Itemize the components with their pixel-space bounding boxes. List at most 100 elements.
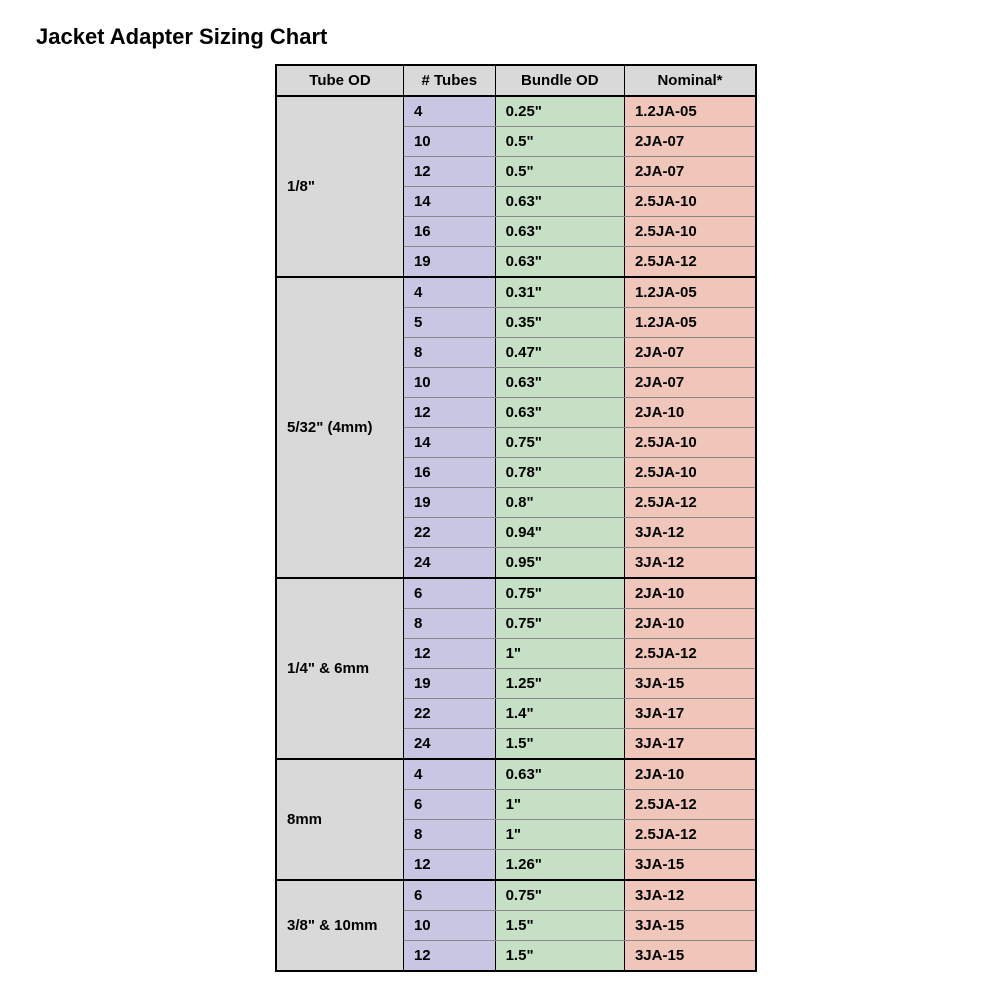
tubes-cell: 10 bbox=[403, 127, 495, 157]
nominal-cell: 2.5JA-12 bbox=[624, 639, 756, 669]
table-row: 3/8" & 10mm60.75"3JA-12 bbox=[276, 880, 756, 911]
table-row: 1/4" & 6mm60.75"2JA-10 bbox=[276, 578, 756, 609]
nominal-cell: 3JA-15 bbox=[624, 911, 756, 941]
bundle-od-cell: 0.5" bbox=[495, 127, 624, 157]
col-header-nominal: Nominal* bbox=[624, 65, 756, 96]
tubes-cell: 14 bbox=[403, 187, 495, 217]
bundle-od-cell: 0.63" bbox=[495, 398, 624, 428]
table-row: 5/32" (4mm)40.31"1.2JA-05 bbox=[276, 277, 756, 308]
nominal-cell: 2.5JA-10 bbox=[624, 458, 756, 488]
col-header-tubes: # Tubes bbox=[403, 65, 495, 96]
table-header-row: Tube OD # Tubes Bundle OD Nominal* bbox=[276, 65, 756, 96]
bundle-od-cell: 0.63" bbox=[495, 247, 624, 278]
nominal-cell: 2.5JA-10 bbox=[624, 217, 756, 247]
nominal-cell: 3JA-12 bbox=[624, 518, 756, 548]
bundle-od-cell: 0.78" bbox=[495, 458, 624, 488]
tubes-cell: 24 bbox=[403, 548, 495, 579]
bundle-od-cell: 0.8" bbox=[495, 488, 624, 518]
nominal-cell: 3JA-15 bbox=[624, 941, 756, 972]
nominal-cell: 3JA-12 bbox=[624, 548, 756, 579]
tube-od-cell: 1/8" bbox=[276, 96, 403, 277]
tubes-cell: 6 bbox=[403, 578, 495, 609]
tubes-cell: 14 bbox=[403, 428, 495, 458]
tubes-cell: 8 bbox=[403, 820, 495, 850]
sizing-table: Tube OD # Tubes Bundle OD Nominal* 1/8"4… bbox=[275, 64, 757, 972]
bundle-od-cell: 0.47" bbox=[495, 338, 624, 368]
col-header-bundle-od: Bundle OD bbox=[495, 65, 624, 96]
bundle-od-cell: 1" bbox=[495, 639, 624, 669]
nominal-cell: 3JA-15 bbox=[624, 669, 756, 699]
nominal-cell: 1.2JA-05 bbox=[624, 96, 756, 127]
tubes-cell: 19 bbox=[403, 488, 495, 518]
tube-od-cell: 8mm bbox=[276, 759, 403, 880]
tubes-cell: 12 bbox=[403, 941, 495, 972]
bundle-od-cell: 0.5" bbox=[495, 157, 624, 187]
table-row: 1/8"40.25"1.2JA-05 bbox=[276, 96, 756, 127]
bundle-od-cell: 1.5" bbox=[495, 729, 624, 760]
tubes-cell: 16 bbox=[403, 217, 495, 247]
tubes-cell: 12 bbox=[403, 157, 495, 187]
tubes-cell: 16 bbox=[403, 458, 495, 488]
nominal-cell: 2JA-07 bbox=[624, 368, 756, 398]
tube-od-cell: 5/32" (4mm) bbox=[276, 277, 403, 578]
bundle-od-cell: 1.25" bbox=[495, 669, 624, 699]
tubes-cell: 19 bbox=[403, 669, 495, 699]
bundle-od-cell: 1.4" bbox=[495, 699, 624, 729]
nominal-cell: 2.5JA-12 bbox=[624, 790, 756, 820]
nominal-cell: 3JA-12 bbox=[624, 880, 756, 911]
nominal-cell: 2.5JA-12 bbox=[624, 488, 756, 518]
bundle-od-cell: 1" bbox=[495, 790, 624, 820]
nominal-cell: 3JA-17 bbox=[624, 729, 756, 760]
nominal-cell: 2.5JA-12 bbox=[624, 247, 756, 278]
nominal-cell: 2.5JA-12 bbox=[624, 820, 756, 850]
nominal-cell: 2JA-10 bbox=[624, 759, 756, 790]
bundle-od-cell: 1.26" bbox=[495, 850, 624, 881]
bundle-od-cell: 1.5" bbox=[495, 941, 624, 972]
bundle-od-cell: 0.25" bbox=[495, 96, 624, 127]
tubes-cell: 12 bbox=[403, 639, 495, 669]
tubes-cell: 10 bbox=[403, 911, 495, 941]
nominal-cell: 3JA-17 bbox=[624, 699, 756, 729]
nominal-cell: 3JA-15 bbox=[624, 850, 756, 881]
table-row: 8mm40.63"2JA-10 bbox=[276, 759, 756, 790]
nominal-cell: 2JA-07 bbox=[624, 338, 756, 368]
tubes-cell: 4 bbox=[403, 277, 495, 308]
nominal-cell: 1.2JA-05 bbox=[624, 308, 756, 338]
bundle-od-cell: 0.31" bbox=[495, 277, 624, 308]
nominal-cell: 2.5JA-10 bbox=[624, 187, 756, 217]
tubes-cell: 8 bbox=[403, 338, 495, 368]
bundle-od-cell: 0.63" bbox=[495, 759, 624, 790]
tubes-cell: 10 bbox=[403, 368, 495, 398]
tube-od-cell: 3/8" & 10mm bbox=[276, 880, 403, 971]
bundle-od-cell: 1.5" bbox=[495, 911, 624, 941]
tubes-cell: 8 bbox=[403, 609, 495, 639]
tubes-cell: 6 bbox=[403, 880, 495, 911]
bundle-od-cell: 0.63" bbox=[495, 187, 624, 217]
nominal-cell: 2JA-10 bbox=[624, 609, 756, 639]
nominal-cell: 2JA-07 bbox=[624, 127, 756, 157]
nominal-cell: 2JA-07 bbox=[624, 157, 756, 187]
tubes-cell: 24 bbox=[403, 729, 495, 760]
tubes-cell: 4 bbox=[403, 96, 495, 127]
bundle-od-cell: 0.75" bbox=[495, 578, 624, 609]
bundle-od-cell: 0.35" bbox=[495, 308, 624, 338]
tubes-cell: 22 bbox=[403, 518, 495, 548]
nominal-cell: 2.5JA-10 bbox=[624, 428, 756, 458]
tubes-cell: 12 bbox=[403, 850, 495, 881]
bundle-od-cell: 0.63" bbox=[495, 368, 624, 398]
bundle-od-cell: 0.95" bbox=[495, 548, 624, 579]
bundle-od-cell: 0.75" bbox=[495, 880, 624, 911]
bundle-od-cell: 0.94" bbox=[495, 518, 624, 548]
nominal-cell: 2JA-10 bbox=[624, 398, 756, 428]
sizing-table-container: Tube OD # Tubes Bundle OD Nominal* 1/8"4… bbox=[275, 64, 757, 972]
tubes-cell: 19 bbox=[403, 247, 495, 278]
page-title: Jacket Adapter Sizing Chart bbox=[0, 0, 1000, 64]
tubes-cell: 22 bbox=[403, 699, 495, 729]
bundle-od-cell: 0.75" bbox=[495, 609, 624, 639]
bundle-od-cell: 0.63" bbox=[495, 217, 624, 247]
tubes-cell: 6 bbox=[403, 790, 495, 820]
bundle-od-cell: 1" bbox=[495, 820, 624, 850]
tubes-cell: 5 bbox=[403, 308, 495, 338]
nominal-cell: 1.2JA-05 bbox=[624, 277, 756, 308]
tubes-cell: 4 bbox=[403, 759, 495, 790]
